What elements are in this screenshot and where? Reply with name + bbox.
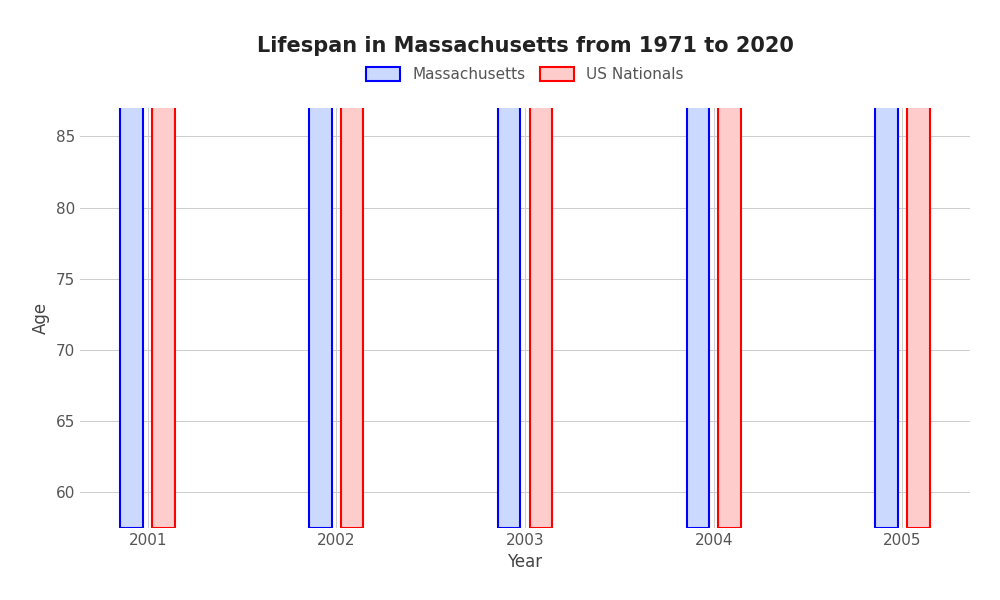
Bar — [718, 0, 741, 528]
Bar — [341, 0, 363, 528]
Bar — [120, 0, 143, 528]
Y-axis label: Age: Age — [32, 302, 50, 334]
Bar — [530, 0, 552, 528]
Bar — [309, 0, 332, 528]
Title: Lifespan in Massachusetts from 1971 to 2020: Lifespan in Massachusetts from 1971 to 2… — [257, 37, 793, 56]
Bar — [687, 0, 709, 528]
X-axis label: Year: Year — [507, 553, 543, 571]
Bar — [498, 0, 520, 528]
Bar — [875, 0, 898, 528]
Bar — [907, 0, 930, 528]
Legend: Massachusetts, US Nationals: Massachusetts, US Nationals — [360, 61, 690, 88]
Bar — [152, 0, 175, 528]
